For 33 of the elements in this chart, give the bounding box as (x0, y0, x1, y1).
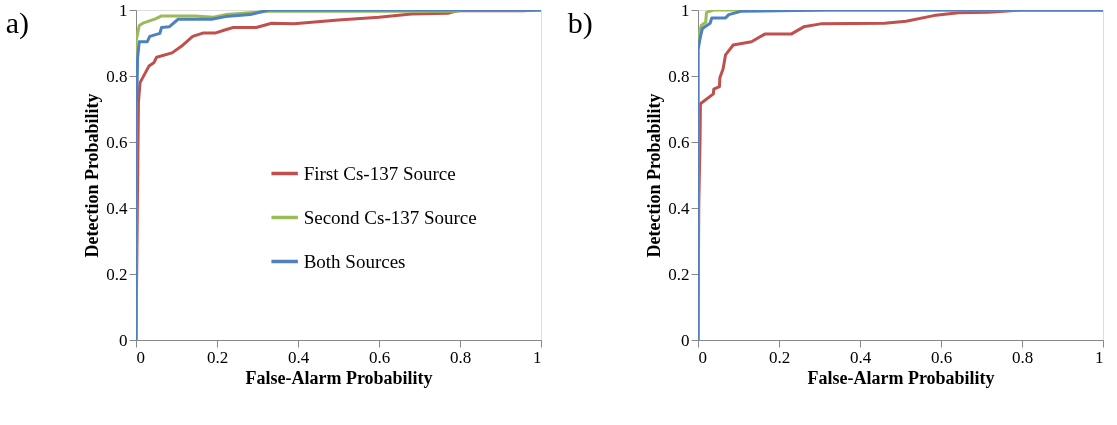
y-tick-label: 1 (681, 0, 690, 20)
x-tick-label: 0 (136, 347, 145, 367)
y-tick-label: 0.2 (106, 264, 128, 284)
y-axis-title: Detection Probability (644, 93, 665, 258)
legend-label: Second Cs-137 Source (303, 206, 477, 228)
x-tick-label: 0.6 (368, 347, 391, 367)
x-tick-label: 1 (1095, 347, 1104, 367)
x-tick-label: 0.8 (1011, 347, 1034, 367)
x-axis-title: False-Alarm Probability (245, 367, 433, 388)
legend-label: Both Sources (303, 250, 406, 272)
chart-title: a) (5, 6, 30, 40)
y-tick-label: 0.8 (668, 66, 690, 86)
x-tick-label: 0.2 (768, 347, 791, 367)
y-tick-label: 0.4 (106, 198, 128, 218)
y-tick-label: 1 (119, 0, 128, 20)
y-tick-label: 0.6 (106, 132, 128, 152)
y-tick-label: 0.8 (106, 66, 128, 86)
chart-title: b) (567, 6, 593, 40)
y-tick-label: 0.6 (668, 132, 690, 152)
y-axis-title: Detection Probability (82, 93, 103, 258)
x-tick-label: 0.4 (849, 347, 872, 367)
y-tick-label: 0 (681, 330, 690, 350)
x-axis-title: False-Alarm Probability (807, 367, 995, 388)
x-tick-label: 1 (533, 347, 542, 367)
x-tick-label: 0.2 (206, 347, 229, 367)
legend-label: First Cs-137 Source (303, 162, 456, 184)
x-tick-label: 0.8 (449, 347, 472, 367)
y-tick-label: 0 (119, 330, 128, 350)
x-tick-label: 0.6 (930, 347, 953, 367)
y-tick-label: 0.2 (668, 264, 690, 284)
x-tick-label: 0.4 (287, 347, 310, 367)
x-tick-label: 0 (698, 347, 707, 367)
y-tick-label: 0.4 (668, 198, 690, 218)
